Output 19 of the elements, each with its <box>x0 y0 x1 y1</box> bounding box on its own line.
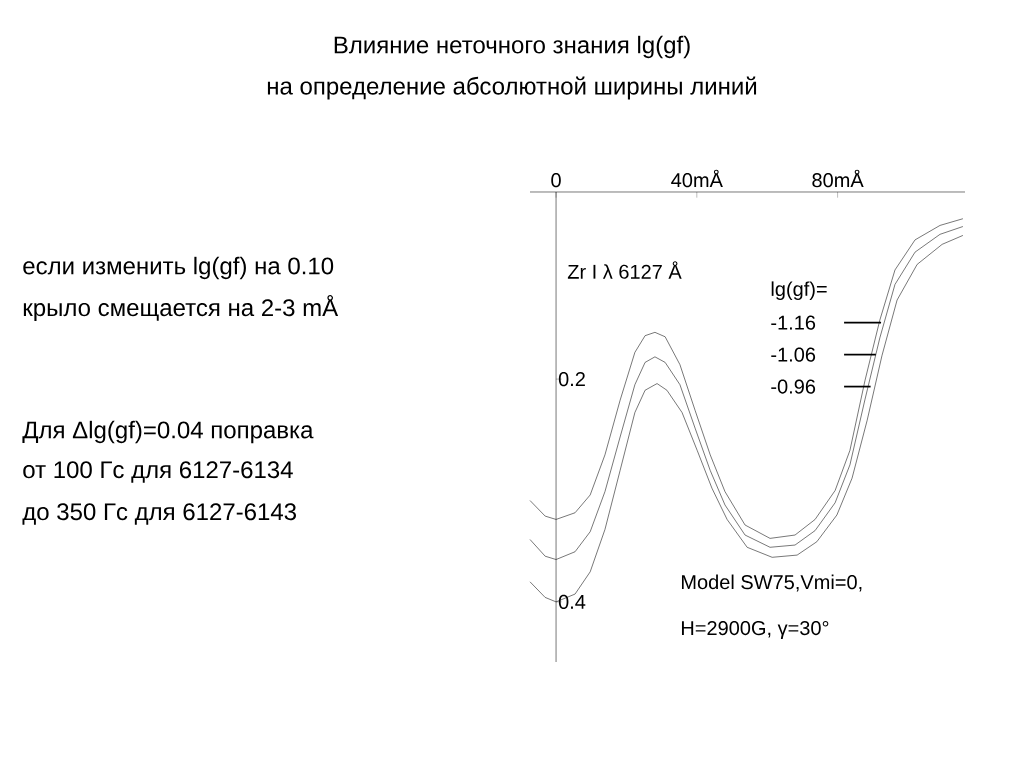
legend-label: -1.06 <box>771 347 816 362</box>
legend-title: lg(gf)= <box>771 281 827 301</box>
chart-title: Влияние неточного знания lg(gf) <box>334 35 690 59</box>
y-tick-label: 0.4 <box>558 594 586 609</box>
x-tick-label: 80mÅ <box>812 169 864 188</box>
text: Для Δlg(gf)=0.04 поправка <box>22 420 314 444</box>
annotation: Model SW75,Vmi=0, <box>681 574 862 592</box>
legend-label: -0.96 <box>771 379 816 394</box>
annotation: Zr I λ 6127 Å <box>567 261 682 279</box>
y-tick-label: 0.2 <box>558 372 585 387</box>
legend-label: -1.16 <box>771 315 816 330</box>
annotation: H=2900G, γ=30° <box>681 620 829 640</box>
x-tick-label: 0 <box>551 173 561 188</box>
chart-subtitle: на определение абсолютной ширины линий <box>267 76 757 100</box>
text: крыло смещается на 2-3 mÅ <box>23 295 339 321</box>
text: от 100 Гс для 6127-6134 <box>23 461 293 483</box>
text: до 350 Гс для 6127-6143 <box>22 503 296 525</box>
x-tick-label: 40mÅ <box>671 169 723 188</box>
text: если изменить lg(gf) на 0.10 <box>23 256 334 280</box>
